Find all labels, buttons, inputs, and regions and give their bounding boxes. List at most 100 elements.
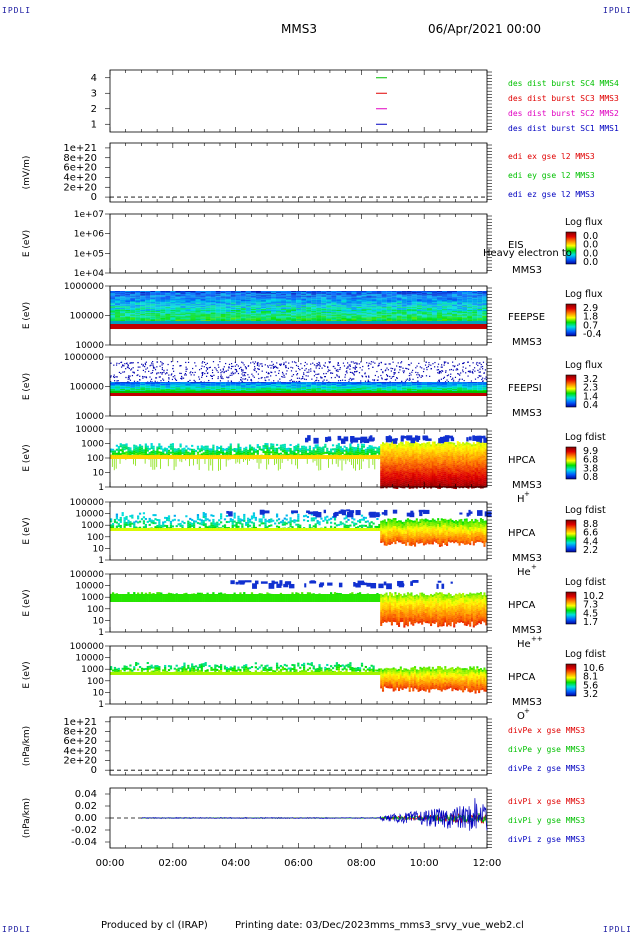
- panel-edi-tick-label: 6e+20: [63, 163, 97, 174]
- panel-hpca-he2-colorbar-tick: 10.2: [583, 591, 604, 602]
- corner-mark-top-left: IPDLI: [2, 6, 32, 15]
- panel-feeps-e-colorbar-tick: 2.9: [583, 303, 598, 314]
- panel-divpe-legend-3: divPe z gse MMS3: [508, 764, 585, 773]
- panel-hpca-h-charge: +: [524, 490, 530, 498]
- time-tick-label: 06:00: [284, 858, 313, 869]
- des-legend-3: des dist burst SC3 MMS3: [508, 94, 619, 103]
- panel-divpi-tick-label: 0.00: [75, 813, 97, 824]
- panel-hpca-he-colorbar: [565, 519, 577, 553]
- panel-divpe: [109, 716, 488, 776]
- panel-hpca-he2-charge: ++: [531, 635, 543, 643]
- panel-feeps-e-tick-label: 10000: [75, 341, 104, 351]
- panel-hpca-he2-tick-label: 10: [93, 616, 105, 626]
- panel-eis-instrument: EIS: [508, 240, 524, 251]
- panel-hpca-o-colorbar: [565, 663, 577, 697]
- panel-hpca-he2-tick-label: 100: [87, 605, 104, 615]
- panel-hpca-he-ylabel: E (eV): [22, 517, 32, 544]
- panel-eis-overlay-text: Heavy electron to: [483, 248, 572, 259]
- panel-divpe-tick-label: 8e+20: [63, 727, 97, 738]
- panel-hpca-he-colorbar-tick: 4.4: [583, 536, 598, 547]
- panel-divpe-tick-label: 2e+20: [63, 756, 97, 767]
- panel-eis-tick-label: 1e+04: [74, 269, 105, 279]
- des-legend-1: des dist burst SC1 MMS1: [508, 124, 619, 133]
- panel-hpca-he-instrument: HPCA: [508, 528, 536, 539]
- panel-feeps-e-colorbar-tick: 0.7: [583, 320, 598, 331]
- panel-eis-colorbar-tick: 0.0: [583, 248, 598, 259]
- time-tick-label: 10:00: [410, 858, 439, 869]
- panel-hpca-he-spectrogram: [110, 509, 492, 547]
- panel-hpca-he2-tick-label: 100000: [70, 570, 105, 580]
- panel-feeps-e-colorbar-title: Log flux: [565, 289, 603, 300]
- panel-hpca-he-colorbar-tick: 8.8: [583, 519, 598, 530]
- panel-feeps-i-colorbar-tick: 3.2: [583, 374, 598, 385]
- panel-divpi-tick-label: 0.02: [75, 801, 97, 812]
- panel-hpca-he-tick-label: 10000: [75, 510, 104, 520]
- panel-feeps-e-spectrogram: [110, 291, 488, 330]
- panel-hpca-o-tick-label: 100: [87, 677, 104, 687]
- panel-hpca-h-colorbar-title: Log fdist: [565, 432, 606, 443]
- panel-eis-ylabel: E (eV): [22, 230, 32, 257]
- panel-hpca-h-spectrogram: [110, 435, 488, 490]
- panel-hpca-o-tick-label: 10000: [75, 654, 104, 664]
- panel-hpca-he-tick-label: 10: [93, 544, 105, 554]
- panel-hpca-h-colorbar-tick: 9.9: [583, 446, 598, 457]
- panel-hpca-o-tick-label: 10: [93, 688, 105, 698]
- panel-feeps-i-colorbar-title: Log flux: [565, 360, 603, 371]
- panel-hpca-o-colorbar-tick: 3.2: [583, 689, 598, 700]
- panel-hpca-he2-colorbar-tick: 7.3: [583, 600, 598, 611]
- panel-hpca-o-spacecraft: MMS3: [512, 697, 542, 708]
- corner-mark-bottom-left: IPDLI: [2, 925, 32, 934]
- panel-hpca-h-tick-label: 1000: [81, 440, 104, 450]
- panel-hpca-he-tick-label: 100: [87, 533, 104, 543]
- panel-hpca-o-species: O: [517, 711, 525, 722]
- time-tick-label: 04:00: [221, 858, 250, 869]
- panel-feeps-e-instrument: FEEPSE: [508, 312, 545, 323]
- panel-hpca-he-charge: +: [531, 563, 537, 571]
- panel-hpca-h-ylabel: E (eV): [22, 444, 32, 471]
- panel-divpi-tick-label: -0.04: [71, 837, 97, 848]
- panel-feeps-e-spacecraft: MMS3: [512, 337, 542, 348]
- panel-eis: [109, 213, 488, 274]
- mission-title: MMS3: [281, 22, 317, 36]
- panel-divpe-tick-label: 4e+20: [63, 746, 97, 757]
- panel-hpca-he-tick-label: 100000: [70, 498, 105, 508]
- panel-feeps-i-instrument: FEEPSI: [508, 383, 542, 394]
- des-legend-4: des dist burst SC4 MMS4: [508, 79, 619, 88]
- panel-divpe-legend-1: divPe x gse MMS3: [508, 726, 585, 735]
- panel-feeps-e-ylabel: E (eV): [22, 302, 32, 329]
- panel-hpca-h-tick-label: 1: [98, 483, 104, 493]
- panel-divpi-legend-2: divPi y gse MMS3: [508, 816, 585, 825]
- panel-edi-tick-label: 2e+20: [63, 182, 97, 193]
- panel-eis-colorbar-tick: 0.0: [583, 240, 598, 251]
- panel-hpca-he2-tick-label: 10000: [75, 582, 104, 592]
- panel-hpca-he-tick-label: 1: [98, 556, 104, 566]
- panel-edi-legend-1: edi ex gse l2 MMS3: [508, 152, 595, 161]
- time-tick-label: 02:00: [158, 858, 187, 869]
- panel-feeps-i-spacecraft: MMS3: [512, 408, 542, 419]
- panel-hpca-he2-spectrogram: [110, 580, 488, 628]
- panel-hpca-o-tick-label: 1000: [81, 665, 104, 675]
- panel-hpca-h-tick-label: 10000: [75, 425, 104, 435]
- panel-hpca-h-tick-label: 100: [87, 454, 104, 464]
- panel-feeps-e-colorbar-tick: -0.4: [583, 329, 602, 340]
- footer-script-name: mms_mms3_srvy_vue_web2.cl: [370, 920, 524, 931]
- panel-feeps-i-tick-label: 100000: [70, 383, 105, 393]
- panel-feeps-e-tick-label: 1000000: [64, 282, 104, 292]
- panel-edi-tick-label: 0: [91, 192, 97, 203]
- panel-hpca-o-spectrogram: [110, 662, 488, 694]
- panel-hpca-he-species: He: [517, 567, 531, 578]
- panel-hpca-o-instrument: HPCA: [508, 672, 536, 683]
- panel-divpi-legend-1: divPi x gse MMS3: [508, 797, 585, 806]
- panel-divpi-legend-3: divPi z gse MMS3: [508, 835, 585, 844]
- panel-hpca-o-tick-label: 1: [98, 700, 104, 710]
- panel-hpca-he-spacecraft: MMS3: [512, 553, 542, 564]
- panel-divpe-tick-label: 6e+20: [63, 736, 97, 747]
- panel-divpi-tick-label: 0.04: [75, 789, 97, 800]
- panel-hpca-he2-colorbar-tick: 1.7: [583, 617, 598, 628]
- panel-divpe-legend-2: divPe y gse MMS3: [508, 745, 585, 754]
- panel-hpca-he-colorbar-tick: 2.2: [583, 545, 598, 556]
- panel-hpca-o-ylabel: E (eV): [22, 661, 32, 688]
- plot-date: 06/Apr/2021 00:00: [428, 22, 542, 36]
- panel-hpca-o-colorbar-title: Log fdist: [565, 649, 606, 660]
